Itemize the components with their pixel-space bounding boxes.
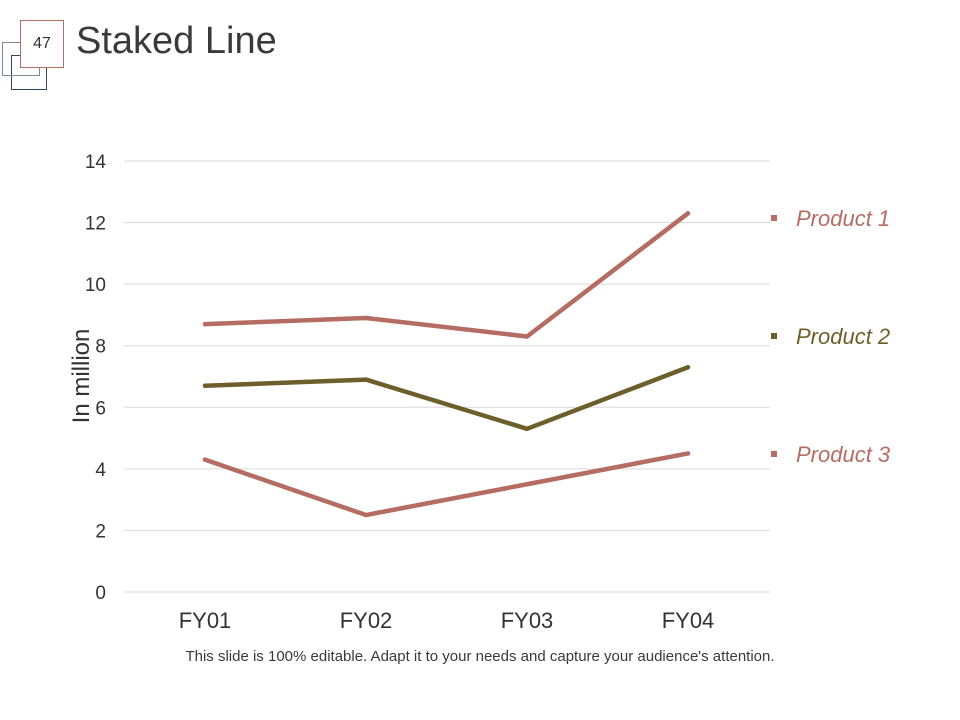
- y-tick-label: 6: [95, 398, 106, 419]
- x-tick-label: FY03: [501, 608, 554, 633]
- y-tick-label: 0: [95, 583, 106, 604]
- x-tick-label: FY04: [662, 608, 715, 633]
- legend-marker: [771, 451, 777, 457]
- footer-note: This slide is 100% editable. Adapt it to…: [185, 648, 775, 665]
- slide-title: Staked Line: [76, 20, 277, 62]
- grid-lines: [124, 160, 770, 593]
- data-point: [524, 426, 530, 432]
- legend: Product 1 Product 2 Product 3: [771, 206, 891, 467]
- y-tick-label: 14: [85, 152, 107, 173]
- data-point: [363, 315, 369, 321]
- data-point: [685, 211, 691, 216]
- slide-number: 47: [20, 20, 64, 68]
- data-point: [202, 457, 208, 462]
- data-point: [524, 334, 530, 339]
- y-axis-label: In million: [68, 329, 95, 424]
- series-line-product-1: [202, 211, 691, 339]
- legend-label: Product 2: [796, 324, 890, 349]
- y-tick-label: 4: [95, 460, 106, 481]
- data-point: [202, 383, 208, 388]
- x-tick-label: FY01: [179, 608, 232, 633]
- legend-marker: [771, 333, 777, 339]
- series-lines: [202, 211, 691, 518]
- legend-label: Product 3: [796, 442, 891, 467]
- y-tick-label: 8: [95, 337, 106, 358]
- y-tick-label: 12: [85, 214, 106, 235]
- legend-marker: [771, 215, 777, 221]
- data-point: [363, 377, 369, 382]
- x-axis-ticks: FY01 FY02 FY03 FY04: [179, 608, 715, 633]
- data-point: [685, 451, 691, 456]
- data-point: [363, 512, 369, 518]
- data-point: [202, 321, 208, 327]
- series-line-product-2: [202, 365, 691, 432]
- data-point: [524, 482, 530, 487]
- series-line-product-3: [202, 451, 691, 518]
- slide-number-text: 47: [33, 35, 51, 52]
- y-axis-ticks: 0 2 4 6 8 10 12 14: [85, 152, 107, 604]
- y-tick-label: 2: [95, 521, 106, 542]
- x-tick-label: FY02: [340, 608, 393, 633]
- legend-label: Product 1: [796, 206, 890, 231]
- data-point: [685, 365, 691, 370]
- y-tick-label: 10: [85, 275, 106, 296]
